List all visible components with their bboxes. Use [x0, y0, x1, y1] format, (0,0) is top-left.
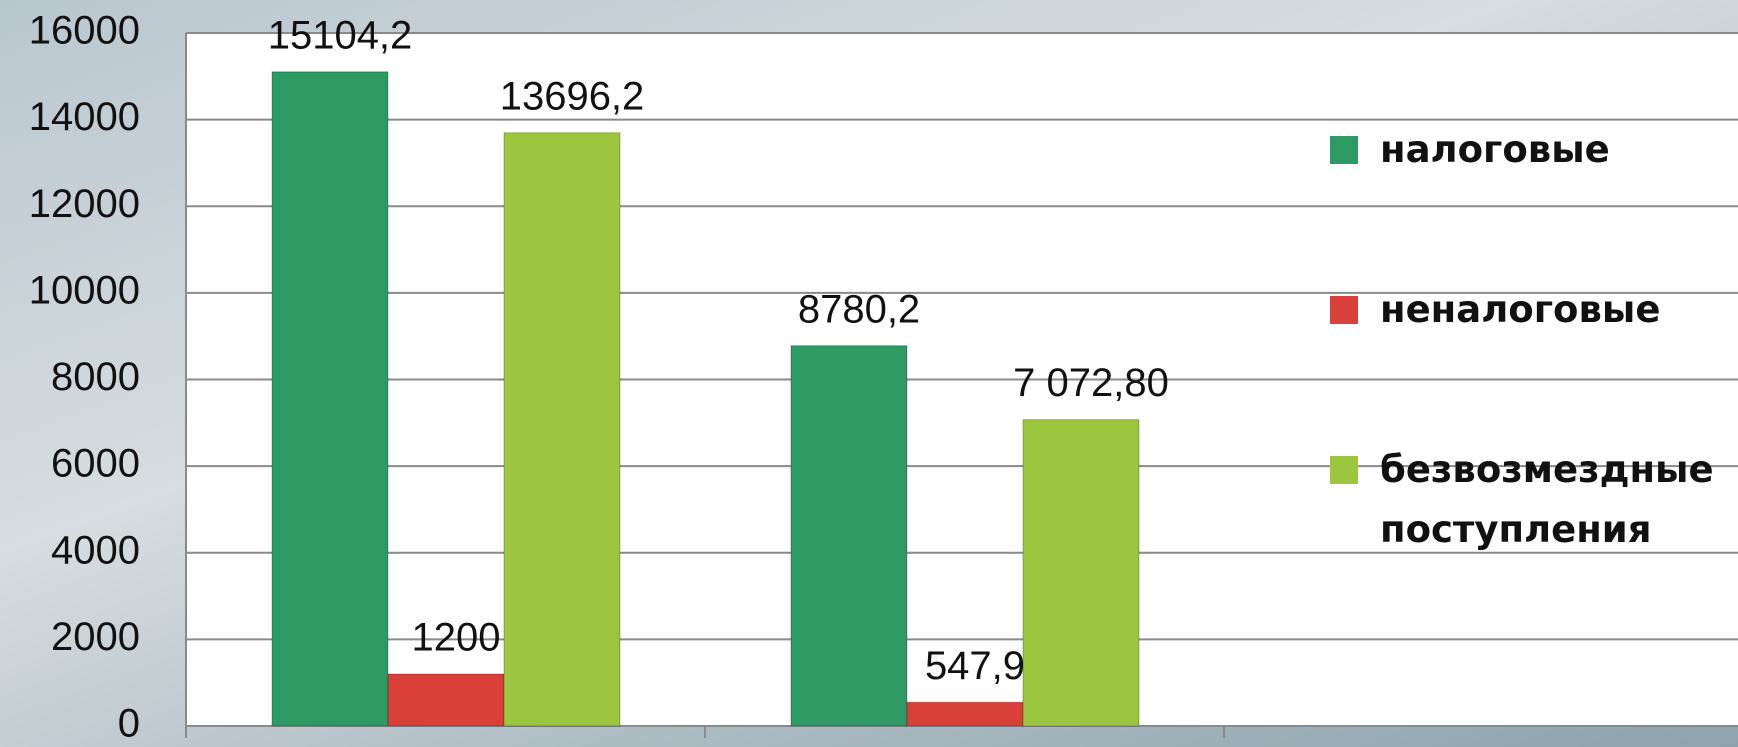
data-label: 547,9: [925, 644, 1025, 688]
y-tick-label: 0: [118, 702, 140, 746]
y-tick-label: 14000: [29, 95, 140, 139]
legend-item: неналоговые: [1330, 280, 1730, 340]
y-tick-label: 10000: [29, 268, 140, 312]
legend-label: налоговые: [1380, 128, 1610, 171]
legend-swatch: [1330, 296, 1358, 324]
y-tick-label: 12000: [29, 182, 140, 226]
bar: [387, 673, 505, 727]
y-tick-label: 4000: [51, 528, 140, 572]
legend-swatch: [1330, 456, 1358, 484]
y-tick-label: 16000: [29, 9, 140, 53]
legend-label: безвозмездные поступления: [1380, 448, 1714, 551]
data-label: 1200: [412, 616, 501, 660]
bar: [503, 132, 621, 727]
data-label: 7 072,80: [1013, 361, 1169, 405]
y-tick-label: 2000: [51, 615, 140, 659]
legend-swatch: [1330, 136, 1358, 164]
bar: [271, 71, 389, 727]
legend-label: неналоговые: [1380, 288, 1661, 331]
y-tick-label: 6000: [51, 442, 140, 486]
legend-item: налоговые: [1330, 120, 1730, 180]
legend-item: безвозмездные поступления: [1330, 440, 1730, 560]
bar: [1022, 419, 1140, 727]
legend: налоговые неналоговые безвозмездные поступ…: [1330, 120, 1730, 660]
bar: [790, 345, 908, 727]
data-label: 8780,2: [798, 287, 920, 331]
data-label: 15104,2: [268, 13, 413, 57]
y-tick-label: 8000: [51, 355, 140, 399]
bar: [906, 701, 1024, 727]
data-label: 13696,2: [500, 74, 645, 118]
